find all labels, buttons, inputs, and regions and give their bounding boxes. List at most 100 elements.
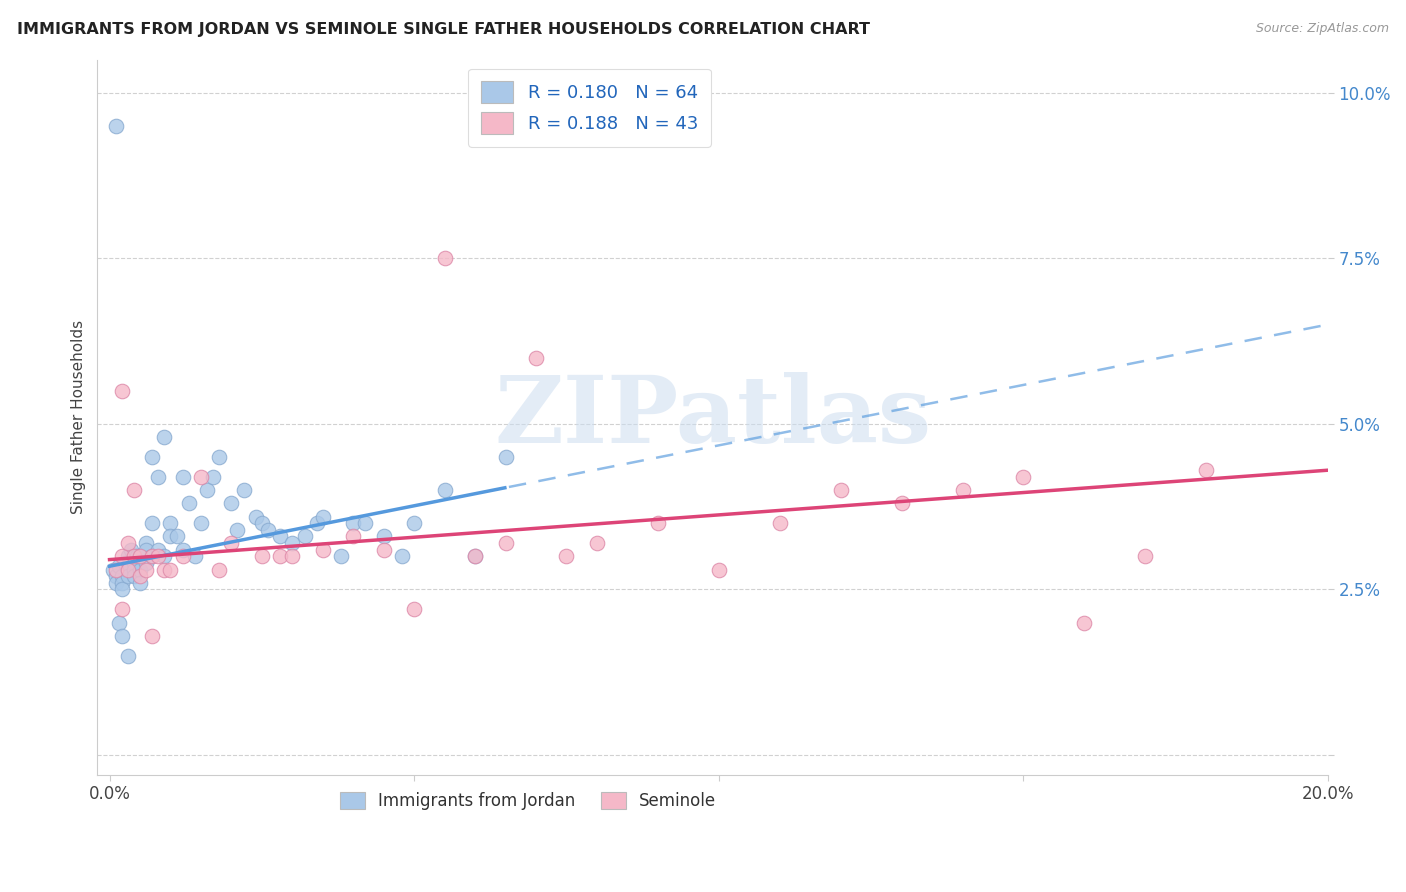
Point	[524, 351, 547, 365]
Point	[141, 450, 163, 464]
Point	[117, 562, 139, 576]
Text: ZIPatlas: ZIPatlas	[494, 372, 931, 462]
Point	[208, 562, 231, 576]
Point	[555, 549, 578, 564]
Point	[495, 450, 517, 464]
Point	[232, 483, 254, 497]
Point	[135, 536, 157, 550]
Point	[208, 450, 231, 464]
Point	[122, 569, 145, 583]
Point	[250, 516, 273, 531]
Point	[129, 549, 152, 564]
Point	[433, 483, 456, 497]
Legend: Immigrants from Jordan, Seminole: Immigrants from Jordan, Seminole	[333, 785, 723, 816]
Point	[281, 549, 304, 564]
Point	[125, 549, 148, 564]
Point	[117, 549, 139, 564]
Point	[166, 529, 188, 543]
Point	[117, 569, 139, 583]
Point	[148, 549, 170, 564]
Point	[312, 509, 335, 524]
Point	[281, 536, 304, 550]
Point	[148, 470, 170, 484]
Text: IMMIGRANTS FROM JORDAN VS SEMINOLE SINGLE FATHER HOUSEHOLDS CORRELATION CHART: IMMIGRANTS FROM JORDAN VS SEMINOLE SINGL…	[17, 22, 870, 37]
Point	[117, 562, 139, 576]
Point	[117, 648, 139, 663]
Point	[330, 549, 353, 564]
Point	[129, 562, 152, 576]
Point	[433, 252, 456, 266]
Point	[111, 629, 134, 643]
Point	[122, 562, 145, 576]
Point	[190, 470, 212, 484]
Point	[159, 529, 181, 543]
Point	[122, 549, 145, 564]
Point	[111, 549, 134, 564]
Point	[153, 549, 176, 564]
Point	[404, 516, 426, 531]
Point	[104, 569, 127, 583]
Point	[769, 516, 792, 531]
Point	[153, 562, 176, 576]
Point	[153, 430, 176, 444]
Point	[190, 516, 212, 531]
Point	[354, 516, 377, 531]
Point	[391, 549, 413, 564]
Point	[135, 562, 157, 576]
Point	[177, 496, 200, 510]
Point	[373, 542, 395, 557]
Point	[148, 542, 170, 557]
Point	[117, 536, 139, 550]
Point	[1195, 463, 1218, 477]
Point	[135, 542, 157, 557]
Point	[250, 549, 273, 564]
Point	[129, 549, 152, 564]
Point	[257, 523, 280, 537]
Point	[1073, 615, 1095, 630]
Point	[226, 523, 249, 537]
Point	[111, 602, 134, 616]
Point	[221, 536, 243, 550]
Point	[404, 602, 426, 616]
Point	[269, 549, 291, 564]
Point	[1012, 470, 1035, 484]
Point	[312, 542, 335, 557]
Point	[245, 509, 267, 524]
Point	[159, 562, 181, 576]
Y-axis label: Single Father Households: Single Father Households	[72, 320, 86, 515]
Point	[647, 516, 669, 531]
Point	[184, 549, 207, 564]
Point	[107, 615, 129, 630]
Point	[305, 516, 328, 531]
Point	[342, 529, 364, 543]
Point	[104, 575, 127, 590]
Point	[890, 496, 912, 510]
Point	[141, 549, 163, 564]
Point	[120, 542, 142, 557]
Point	[707, 562, 730, 576]
Point	[294, 529, 316, 543]
Point	[141, 516, 163, 531]
Point	[269, 529, 291, 543]
Point	[586, 536, 609, 550]
Point	[172, 542, 194, 557]
Point	[104, 119, 127, 133]
Point	[202, 470, 225, 484]
Point	[135, 556, 157, 570]
Point	[373, 529, 395, 543]
Point	[107, 559, 129, 574]
Point	[221, 496, 243, 510]
Point	[141, 629, 163, 643]
Point	[111, 384, 134, 398]
Point	[141, 549, 163, 564]
Point	[1135, 549, 1157, 564]
Point	[122, 556, 145, 570]
Point	[172, 549, 194, 564]
Point	[195, 483, 218, 497]
Point	[111, 582, 134, 597]
Point	[172, 470, 194, 484]
Point	[830, 483, 852, 497]
Point	[129, 569, 152, 583]
Point	[464, 549, 486, 564]
Point	[104, 562, 127, 576]
